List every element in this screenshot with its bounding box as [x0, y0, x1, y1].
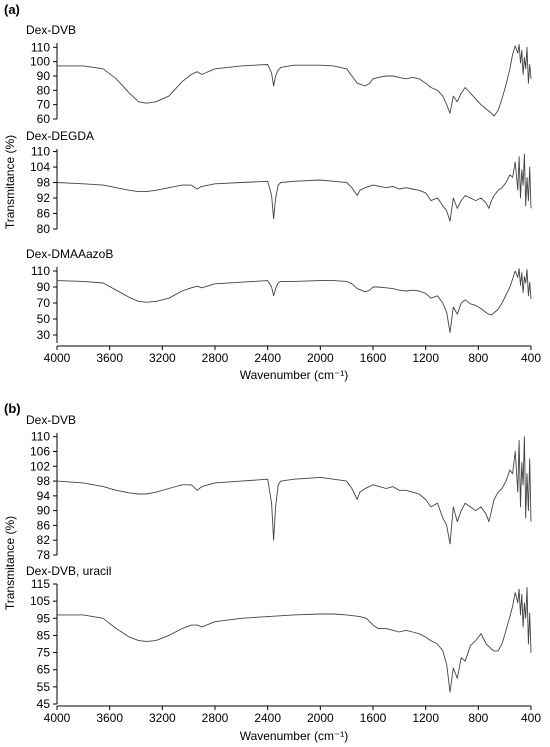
subplot-title: Dex-DVB [26, 413, 76, 427]
y-tick-label: 30 [37, 328, 51, 342]
x-tick-label: 800 [468, 351, 488, 365]
x-tick-label: 4000 [44, 711, 71, 725]
y-tick-label: 86 [37, 518, 51, 532]
y-tick-label: 105 [30, 594, 50, 608]
y-tick-label: 95 [37, 611, 51, 625]
y-tick-label: 50 [37, 312, 51, 326]
x-tick-label: 2800 [202, 711, 229, 725]
y-tick-label: 110 [31, 264, 50, 278]
y-tick-label: 90 [37, 504, 51, 518]
y-axis-title: Transmitance (%) [3, 135, 17, 229]
y-tick-label: 110 [31, 40, 50, 54]
y-tick-label: 110 [31, 145, 50, 159]
spectrum-line [56, 436, 532, 545]
y-tick-label: 102 [30, 459, 50, 473]
x-tick-label: 2000 [307, 711, 334, 725]
spectrum-line [57, 586, 532, 693]
y-tick-label: 110 [31, 430, 50, 444]
x-tick-label: 2400 [254, 711, 281, 725]
spectrum-line [57, 43, 532, 117]
x-tick-label: 3200 [149, 351, 176, 365]
y-tick-label: 78 [37, 548, 51, 562]
subplot-title: Dex-DVB, uracil [26, 564, 111, 578]
y-tick-label: 94 [37, 489, 51, 503]
y-tick-label: 65 [37, 663, 51, 677]
y-tick-label: 90 [37, 280, 51, 294]
y-tick-label: 82 [37, 533, 51, 547]
x-tick-label: 3200 [149, 711, 176, 725]
spectrum-line [56, 268, 532, 334]
y-tick-label: 98 [37, 176, 51, 190]
x-tick-label: 3600 [96, 351, 123, 365]
x-tick-label: 4000 [44, 351, 71, 365]
y-tick-label: 92 [37, 191, 51, 205]
x-tick-label: 400 [521, 711, 541, 725]
subplot-title: Dex-DEGDA [26, 129, 94, 143]
x-tick-label: 1200 [412, 351, 439, 365]
y-tick-label: 90 [37, 69, 51, 83]
panel-label: (a) [4, 2, 20, 17]
y-tick-label: 80 [37, 222, 51, 236]
y-tick-label: 106 [30, 444, 50, 458]
y-tick-label: 86 [37, 207, 51, 221]
y-tick-label: 70 [37, 98, 51, 112]
x-tick-label: 1200 [412, 711, 439, 725]
y-tick-label: 60 [37, 112, 51, 126]
y-tick-label: 55 [37, 680, 51, 694]
y-tick-label: 115 [31, 577, 50, 591]
subplot-title: Dex-DMAAazoB [26, 247, 113, 261]
y-tick-label: 100 [30, 55, 50, 69]
y-axis-title: Transmitance (%) [3, 516, 17, 610]
y-tick-label: 85 [37, 628, 51, 642]
y-tick-label: 98 [37, 474, 51, 488]
x-tick-label: 3600 [96, 711, 123, 725]
x-tick-label: 400 [521, 351, 541, 365]
spectrum-line [56, 153, 532, 222]
y-tick-label: 104 [30, 160, 50, 174]
x-tick-label: 2800 [202, 351, 229, 365]
y-tick-label: 70 [37, 296, 51, 310]
subplot-title: Dex-DVB [26, 23, 76, 37]
x-axis-title: Wavenumber (cm⁻¹) [240, 368, 349, 382]
x-tick-label: 1600 [360, 711, 387, 725]
panel-label: (b) [4, 401, 21, 416]
x-tick-label: 2400 [254, 351, 281, 365]
x-tick-label: 1600 [360, 351, 387, 365]
y-tick-label: 45 [37, 697, 51, 711]
y-tick-label: 75 [37, 646, 51, 660]
x-axis-title: Wavenumber (cm⁻¹) [240, 729, 349, 743]
y-tick-label: 80 [37, 83, 51, 97]
x-tick-label: 2000 [307, 351, 334, 365]
x-tick-label: 800 [468, 711, 488, 725]
